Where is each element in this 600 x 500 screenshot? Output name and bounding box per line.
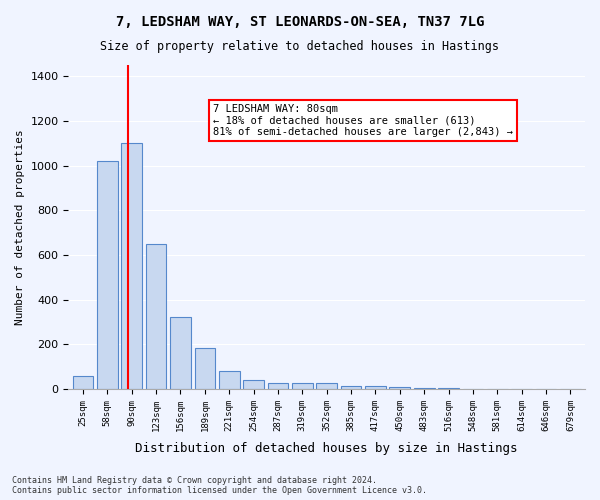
Bar: [121, 143, 142, 389]
Bar: [438, 388, 459, 389]
Y-axis label: Number of detached properties: Number of detached properties: [15, 129, 25, 325]
Text: Size of property relative to detached houses in Hastings: Size of property relative to detached ho…: [101, 40, 499, 53]
X-axis label: Distribution of detached houses by size in Hastings: Distribution of detached houses by size …: [136, 442, 518, 455]
Bar: [219, 371, 239, 389]
Bar: [341, 386, 361, 389]
Bar: [389, 386, 410, 389]
Bar: [97, 161, 118, 389]
Bar: [170, 318, 191, 389]
Bar: [73, 376, 94, 389]
Bar: [243, 380, 264, 389]
Text: Contains HM Land Registry data © Crown copyright and database right 2024.
Contai: Contains HM Land Registry data © Crown c…: [12, 476, 427, 495]
Text: 7 LEDSHAM WAY: 80sqm
← 18% of detached houses are smaller (613)
81% of semi-deta: 7 LEDSHAM WAY: 80sqm ← 18% of detached h…: [213, 104, 513, 137]
Bar: [316, 384, 337, 389]
Text: 7, LEDSHAM WAY, ST LEONARDS-ON-SEA, TN37 7LG: 7, LEDSHAM WAY, ST LEONARDS-ON-SEA, TN37…: [116, 15, 484, 29]
Bar: [146, 244, 166, 389]
Bar: [292, 384, 313, 389]
Bar: [268, 384, 289, 389]
Bar: [194, 348, 215, 389]
Bar: [414, 388, 434, 389]
Bar: [365, 386, 386, 389]
